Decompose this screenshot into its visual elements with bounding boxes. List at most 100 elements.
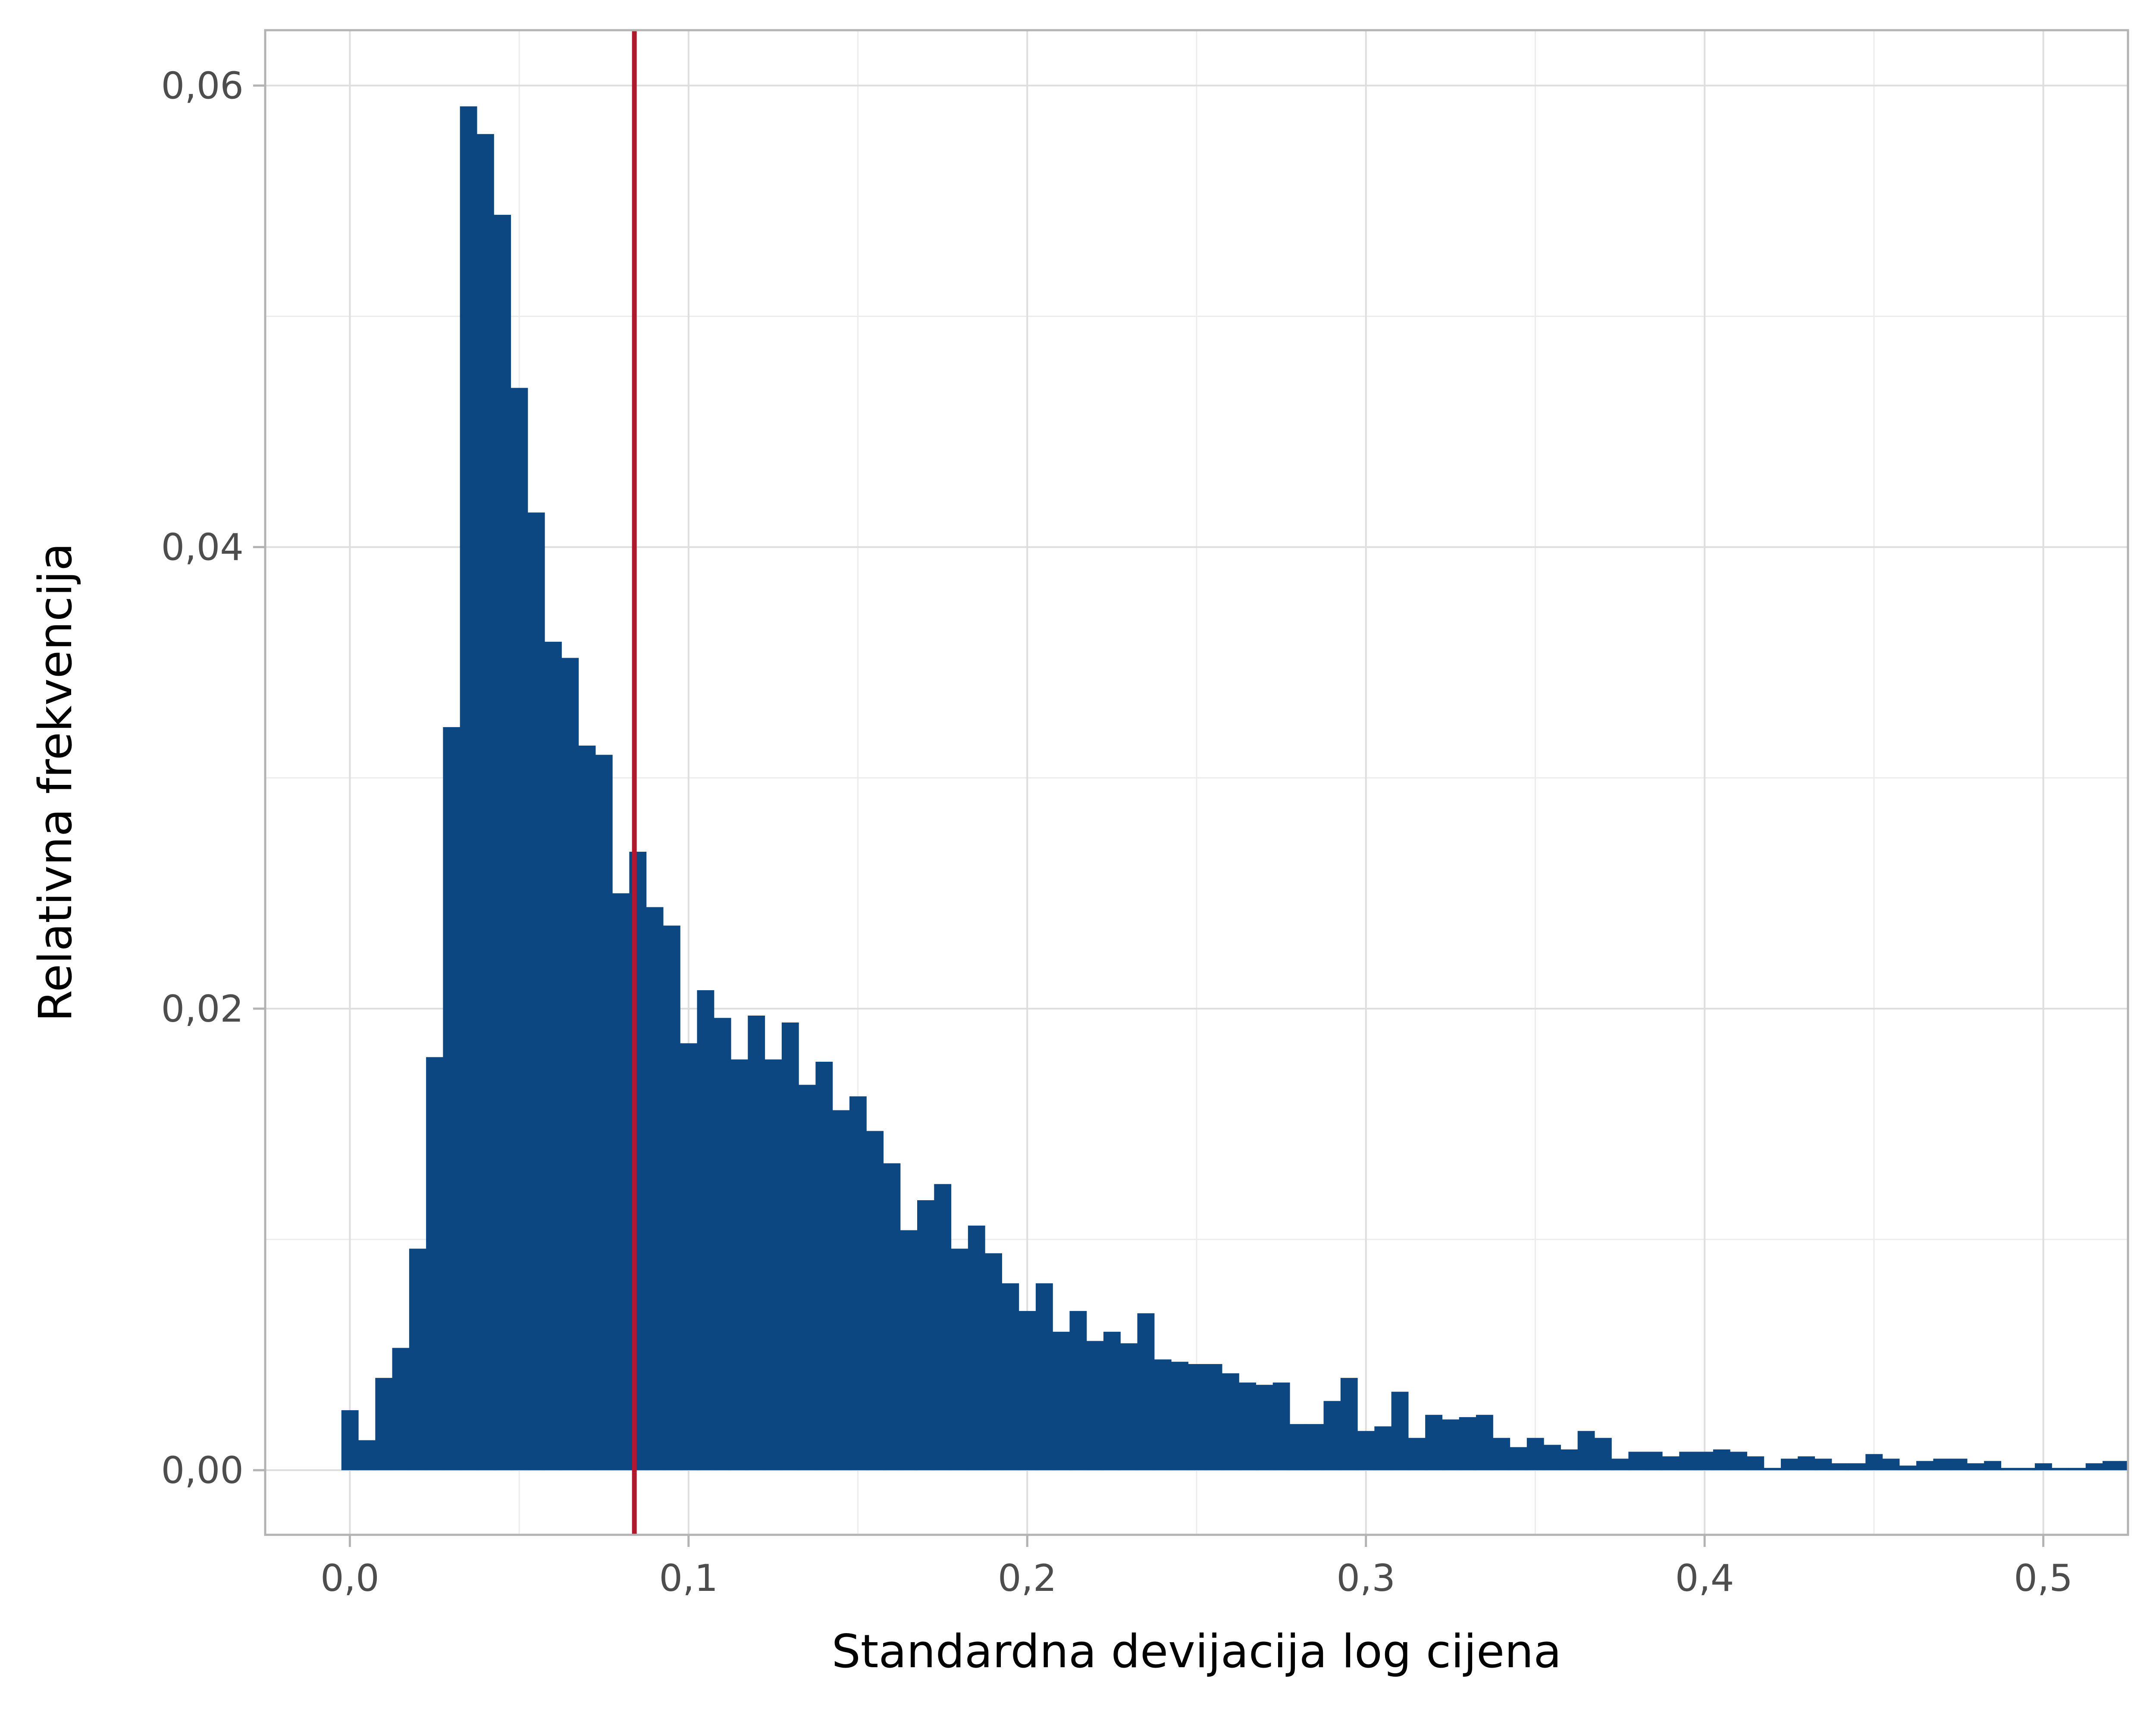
x-axis-tick-labels: 0,0 0,1 0,2 0,3 0,4 0,5 bbox=[320, 1557, 2073, 1600]
histogram-bar bbox=[1662, 1456, 1680, 1471]
y-tick-label: 0,00 bbox=[161, 1449, 244, 1492]
histogram-bar bbox=[2103, 1461, 2120, 1471]
histogram-bar bbox=[2035, 1463, 2052, 1471]
histogram-bar bbox=[1544, 1445, 1561, 1471]
histogram-bar bbox=[1086, 1341, 1104, 1471]
y-axis-title: Relativna frekvencija bbox=[29, 543, 82, 1022]
histogram-bar bbox=[1950, 1458, 1968, 1471]
histogram-bar bbox=[2119, 1461, 2128, 1471]
histogram-bar bbox=[1408, 1438, 1426, 1471]
histogram-bar bbox=[1747, 1456, 1764, 1471]
histogram-bar bbox=[1374, 1426, 1392, 1471]
histogram-bar bbox=[1256, 1385, 1273, 1471]
histogram-bar bbox=[1865, 1454, 1883, 1471]
histogram-bar bbox=[1594, 1438, 1612, 1471]
histogram-bar bbox=[815, 1061, 833, 1471]
histogram-bar bbox=[1425, 1414, 1443, 1471]
histogram-bar bbox=[1510, 1447, 1527, 1471]
histogram-bar bbox=[1002, 1283, 1019, 1471]
panel-border bbox=[264, 29, 2129, 1536]
histogram-bar bbox=[1053, 1332, 1070, 1471]
histogram-bar bbox=[1205, 1364, 1222, 1471]
histogram-bar bbox=[511, 388, 528, 1471]
x-tick-label: 0,3 bbox=[1336, 1557, 1395, 1600]
histogram-bar bbox=[1290, 1424, 1307, 1471]
histogram-bar bbox=[578, 745, 596, 1471]
histogram-bar bbox=[1526, 1438, 1544, 1471]
histogram-bar bbox=[985, 1253, 1002, 1471]
histogram-bar bbox=[527, 512, 545, 1471]
histogram-bar bbox=[1696, 1452, 1714, 1471]
histogram-bar bbox=[1103, 1332, 1121, 1471]
histogram-bar bbox=[1798, 1456, 1815, 1471]
histogram-bar bbox=[663, 925, 680, 1471]
histogram-bar bbox=[1984, 1461, 2002, 1471]
histogram-bar bbox=[900, 1230, 918, 1471]
histogram-bar bbox=[1849, 1463, 1866, 1471]
histogram-bar bbox=[731, 1059, 748, 1471]
histogram-bar bbox=[1493, 1438, 1510, 1471]
histogram-bar bbox=[426, 1057, 443, 1471]
histogram-bar bbox=[1154, 1359, 1172, 1471]
histogram-bar bbox=[545, 642, 562, 1471]
histogram-bar bbox=[1933, 1458, 1951, 1471]
histogram-bar bbox=[1679, 1452, 1697, 1471]
histogram-bar bbox=[1882, 1458, 1900, 1471]
histogram-bar bbox=[1645, 1452, 1663, 1471]
histogram-bar bbox=[799, 1085, 816, 1471]
histogram-bar bbox=[1764, 1468, 1781, 1471]
histogram-bar bbox=[629, 852, 647, 1471]
histogram-bar bbox=[1814, 1458, 1832, 1471]
histogram-bar bbox=[409, 1248, 426, 1471]
y-axis-tick-labels: 0,00 0,02 0,04 0,06 bbox=[161, 64, 244, 1492]
histogram-bar bbox=[2068, 1468, 2086, 1471]
histogram-bar bbox=[748, 1015, 765, 1471]
x-tick-label: 0,1 bbox=[659, 1557, 718, 1600]
histogram-bar bbox=[1442, 1419, 1460, 1471]
histogram-bar bbox=[1323, 1401, 1341, 1471]
histogram-bar bbox=[1035, 1283, 1053, 1471]
histogram-bar bbox=[832, 1110, 850, 1471]
histogram-bar bbox=[765, 1059, 782, 1471]
histogram-bar bbox=[1899, 1465, 1917, 1471]
histogram-bar bbox=[1340, 1378, 1358, 1471]
histogram-bar bbox=[2018, 1468, 2035, 1471]
histogram-bar bbox=[781, 1022, 799, 1471]
histogram-bar bbox=[1628, 1452, 1646, 1471]
histogram-bar bbox=[561, 658, 579, 1471]
histogram-bar bbox=[1577, 1431, 1595, 1471]
histogram-bar bbox=[883, 1163, 901, 1471]
histogram-bar bbox=[1459, 1417, 1476, 1471]
x-tick-label: 0,5 bbox=[2014, 1557, 2073, 1600]
histogram-bar bbox=[951, 1248, 968, 1471]
histogram-bar bbox=[1713, 1449, 1730, 1471]
histogram-bar bbox=[1730, 1452, 1747, 1471]
y-tick-label: 0,02 bbox=[161, 988, 244, 1031]
histogram-bar bbox=[866, 1131, 884, 1471]
histogram-bar bbox=[1137, 1313, 1155, 1471]
histogram-bar bbox=[1018, 1311, 1036, 1471]
histogram-bar bbox=[392, 1348, 410, 1471]
histogram-bar bbox=[1171, 1361, 1188, 1471]
histogram-bar bbox=[358, 1440, 376, 1471]
histogram-bar bbox=[1476, 1414, 1493, 1471]
histogram-bar bbox=[375, 1378, 393, 1471]
histogram-bar bbox=[1916, 1461, 1934, 1471]
histogram-bar bbox=[341, 1410, 359, 1471]
x-tick-label: 0,4 bbox=[1675, 1557, 1734, 1600]
x-axis-title: Standardna devijacija log cijena bbox=[832, 1625, 1562, 1678]
histogram-bar bbox=[2001, 1468, 2018, 1471]
histogram-bar bbox=[1967, 1463, 1984, 1471]
histogram-bars bbox=[341, 106, 2128, 1471]
histogram-bar bbox=[1780, 1458, 1798, 1471]
x-tick-label: 0,2 bbox=[998, 1557, 1057, 1600]
histogram-bar bbox=[1357, 1431, 1375, 1471]
histogram-bar bbox=[1307, 1424, 1324, 1471]
histogram-bar bbox=[968, 1225, 985, 1471]
histogram-bar bbox=[612, 893, 630, 1471]
histogram-bar bbox=[1222, 1373, 1239, 1471]
histogram-bar bbox=[595, 755, 613, 1471]
histogram-bar bbox=[680, 1043, 698, 1471]
histogram-bar bbox=[1831, 1463, 1849, 1471]
